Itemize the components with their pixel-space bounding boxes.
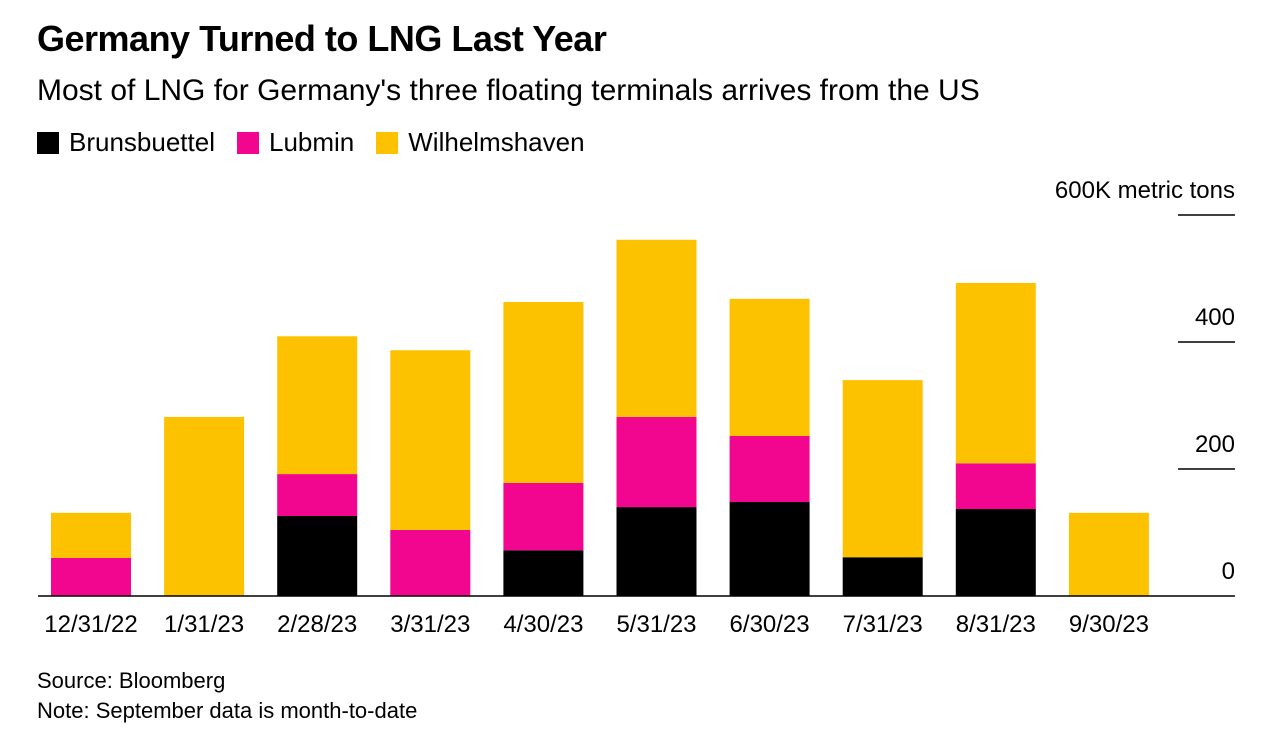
y-tick-label: 200	[1195, 431, 1235, 458]
bar-brunsbuettel-5-31-23	[616, 507, 697, 596]
bar-wilhelmshaven-2-28-23	[277, 336, 358, 475]
legend: Brunsbuettel Lubmin Wilhelmshaven	[37, 127, 585, 158]
bar-wilhelmshaven-6-30-23	[729, 298, 810, 436]
bar-wilhelmshaven-8-31-23	[955, 282, 1036, 464]
legend-label: Brunsbuettel	[69, 127, 215, 157]
x-tick-label: 7/31/23	[843, 611, 923, 638]
bar-wilhelmshaven-3-31-23	[390, 350, 471, 530]
legend-item-lubmin: Lubmin	[236, 127, 355, 158]
bar-lubmin-4-30-23	[503, 482, 584, 551]
chart-subtitle: Most of LNG for Germany's three floating…	[37, 74, 980, 107]
y-tick-label: 400	[1195, 304, 1235, 331]
x-tick-label: 2/28/23	[277, 611, 357, 638]
x-tick-label: 4/30/23	[503, 611, 583, 638]
bar-brunsbuettel-2-28-23	[277, 515, 358, 596]
bar-wilhelmshaven-9-30-23	[1068, 512, 1149, 596]
bar-wilhelmshaven-1-31-23	[164, 416, 245, 596]
bar-wilhelmshaven-7-31-23	[842, 380, 923, 558]
chart-title: Germany Turned to LNG Last Year	[37, 18, 607, 59]
legend-swatch	[37, 131, 59, 154]
x-tick-label: 8/31/23	[956, 611, 1036, 638]
legend-item-brunsbuettel: Brunsbuettel	[37, 127, 215, 158]
bar-lubmin-12-31-22	[51, 557, 131, 596]
source-note: Source: Bloomberg	[37, 668, 226, 693]
x-tick-label: 12/31/22	[44, 611, 137, 638]
bar-lubmin-3-31-23	[390, 529, 471, 596]
legend-swatch	[376, 131, 399, 154]
bar-wilhelmshaven-5-31-23	[616, 239, 697, 417]
bar-brunsbuettel-8-31-23	[955, 509, 1036, 596]
bar-lubmin-8-31-23	[955, 463, 1036, 510]
bar-lubmin-5-31-23	[616, 416, 697, 508]
y-tick-label: 600K metric tons	[1055, 177, 1235, 204]
x-tick-label: 5/31/23	[616, 611, 696, 638]
bar-brunsbuettel-7-31-23	[842, 557, 923, 596]
x-tick-label: 9/30/23	[1069, 611, 1149, 638]
footnote: Note: September data is month-to-date	[37, 698, 418, 723]
bar-lubmin-2-28-23	[277, 474, 358, 516]
x-tick-label: 3/31/23	[390, 611, 470, 638]
x-tick-label: 6/30/23	[730, 611, 810, 638]
bar-wilhelmshaven-12-31-22	[51, 512, 131, 558]
legend-item-wilhelmshaven: Wilhelmshaven	[376, 127, 585, 158]
bar-lubmin-6-30-23	[729, 435, 810, 503]
bar-brunsbuettel-4-30-23	[503, 550, 584, 596]
legend-label: Wilhelmshaven	[408, 127, 585, 157]
bar-brunsbuettel-6-30-23	[729, 502, 810, 596]
legend-label: Lubmin	[268, 127, 355, 157]
y-tick-label: 0	[1222, 558, 1235, 585]
bar-wilhelmshaven-4-30-23	[503, 301, 584, 483]
legend-swatch	[236, 131, 259, 154]
x-tick-label: 1/31/23	[164, 611, 244, 638]
